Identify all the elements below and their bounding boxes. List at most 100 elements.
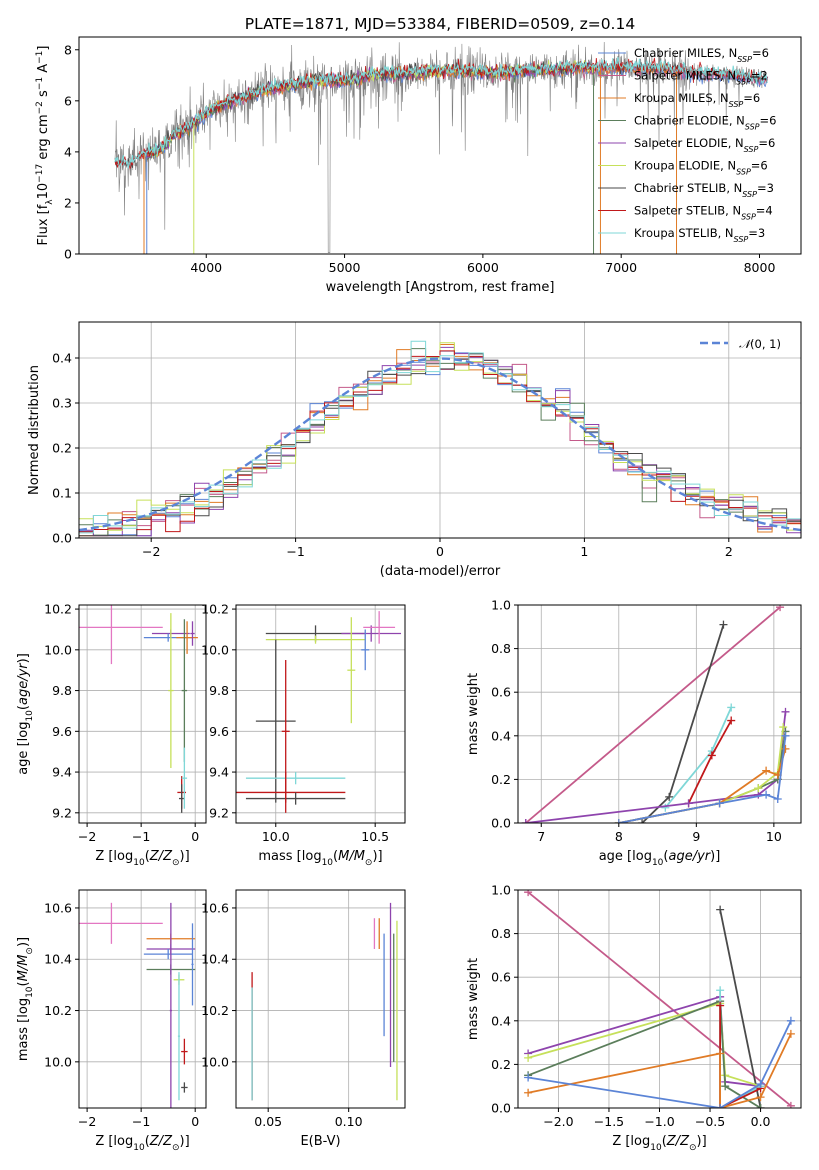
series-marker — [727, 703, 736, 712]
x-axis-label-part: 10 — [133, 858, 145, 868]
y-axis-label-part: −2 — [35, 101, 45, 114]
x-axis-label-part: Z [log — [95, 1134, 133, 1149]
series-marker — [665, 792, 674, 801]
x-axis-label-part: Z/Z — [666, 1134, 690, 1149]
series-marker — [716, 1049, 725, 1058]
x-axis-label-part: E(B-V) — [300, 1134, 340, 1149]
plot-area — [79, 340, 801, 537]
x-tick-label: 9 — [692, 829, 700, 844]
x-axis-label-part: 10 — [322, 858, 334, 868]
legend-label-sub: SSP — [742, 190, 757, 199]
x-tick-label: −2 — [78, 1114, 96, 1129]
series-line — [527, 1033, 792, 1108]
x-axis-label-part: age/yr — [668, 849, 711, 864]
y-tick-label: 0.2 — [491, 1057, 511, 1072]
y-tick-label: 0.8 — [491, 926, 511, 941]
legend-label-value: =3 — [757, 181, 774, 195]
y-tick-label: 1.0 — [491, 598, 511, 613]
y-axis-label-part: −17 — [35, 164, 45, 183]
panel-mass_weight_vs_Z: −2.0 −1.5 −1.0 −0.5 0.0 0.0 0.2 0.4 0.6 0.8 1.0 Z [… — [466, 883, 802, 1153]
x-axis-label-part: ( — [333, 849, 338, 864]
x-axis-label: Z [log10(Z/Z⊙)] — [95, 849, 189, 868]
y-axis-label-part: mass [log — [16, 998, 31, 1061]
series-line — [641, 624, 725, 823]
series-line — [527, 891, 792, 1107]
legend-label: Chabrier MILES, NSSP=6 — [634, 46, 769, 64]
series-line — [719, 1005, 761, 1108]
legend-label: Kroupa MILES, NSSP=6 — [634, 91, 760, 109]
legend-label: 𝒩(0, 1) — [739, 337, 781, 351]
y-tick-label: 0.0 — [491, 816, 511, 831]
legend-label-sub: SSP — [736, 167, 751, 176]
legend-label-text: Kroupa MILES, N — [634, 91, 729, 105]
y-tick-label: 1.0 — [491, 883, 511, 898]
y-tick-label: 10.4 — [44, 952, 72, 967]
series-line — [527, 999, 762, 1108]
series-marker — [707, 751, 716, 760]
hist-step-salpeter_stelib — [79, 350, 801, 533]
y-axis-label-part: ] — [36, 46, 51, 51]
y-tick-label: 0.0 — [491, 1101, 511, 1116]
x-axis-label: Z [log10(Z/Z⊙)] — [95, 1134, 189, 1153]
figure-title: PLATE=1871, MJD=53384, FIBERID=0509, z=0… — [245, 15, 635, 33]
series-line — [664, 707, 733, 809]
legend-label-text: Chabrier ELODIE, N — [634, 114, 745, 128]
legend-label-sub: SSP — [736, 77, 751, 86]
x-axis-label: age [log10(age/yr)] — [599, 849, 721, 868]
x-axis-label-part: mass [log — [258, 849, 321, 864]
series-marker — [756, 1080, 765, 1089]
series-marker — [781, 731, 790, 740]
legend-label: Kroupa ELODIE, NSSP=6 — [634, 159, 768, 177]
hist-legend: 𝒩(0, 1) — [700, 337, 781, 351]
y-tick-label: 2 — [64, 195, 72, 210]
x-tick-label: −2 — [142, 544, 160, 559]
series-marker — [524, 890, 533, 897]
x-axis-label-part: )] — [180, 849, 190, 864]
y-axis-label-part: mass weight — [466, 673, 481, 755]
x-axis-label-part: 10 — [650, 1143, 662, 1153]
x-axis-label-part: )] — [372, 849, 382, 864]
series-marker — [754, 784, 763, 793]
series-marker — [776, 605, 785, 612]
legend-label: Salpeter MILES, NSSP=2 — [634, 69, 768, 87]
normal-curve — [79, 357, 801, 532]
series-marker — [781, 744, 790, 753]
x-axis-label-part: 10 — [652, 858, 664, 868]
x-tick-label: −0.5 — [695, 1114, 725, 1129]
y-tick-label: 9.4 — [52, 765, 72, 780]
y-axis-label-part: ( — [16, 981, 31, 986]
legend-label-value: =6 — [743, 91, 760, 105]
series-marker — [756, 1093, 765, 1102]
series-marker — [786, 1101, 795, 1108]
x-tick-label: −2.0 — [543, 1114, 573, 1129]
y-tick-label: 9.4 — [209, 765, 229, 780]
series-marker — [716, 905, 725, 914]
legend-label-value: =6 — [752, 46, 769, 60]
legend-label-value: =6 — [751, 159, 768, 173]
axes-frame — [78, 36, 802, 255]
x-tick-label: 6000 — [467, 260, 499, 275]
y-tick-label: 10.0 — [44, 642, 72, 657]
axes-frame — [517, 604, 802, 824]
x-tick-label: −1 — [286, 544, 304, 559]
x-tick-label: 4000 — [190, 260, 222, 275]
series-marker — [716, 1001, 725, 1010]
y-tick-label: 9.2 — [209, 805, 229, 820]
x-tick-label: 0.05 — [254, 1114, 282, 1129]
legend-label-sub: SSP — [734, 235, 749, 244]
y-axis-label-part: ( — [16, 705, 31, 710]
y-tick-label: 10.2 — [44, 1003, 72, 1018]
axes-frame — [78, 889, 207, 1109]
y-axis-label-part: erg cm — [36, 114, 51, 163]
y-axis-label: Flux [fλ10−17 erg cm−2 s−1 A−1] — [35, 46, 55, 246]
panel-spectrum: 4000 5000 6000 7000 8000 0 2 4 6 8 wavelength [Ang… — [35, 36, 802, 295]
legend-label-text: Chabrier MILES, N — [634, 46, 737, 60]
x-tick-label: −1 — [132, 1114, 150, 1129]
y-axis-label-part: λ — [45, 199, 55, 205]
x-tick-label: −1.5 — [594, 1114, 624, 1129]
y-tick-label: 10.6 — [44, 900, 72, 915]
legend-label-sub: SSP — [729, 100, 744, 109]
